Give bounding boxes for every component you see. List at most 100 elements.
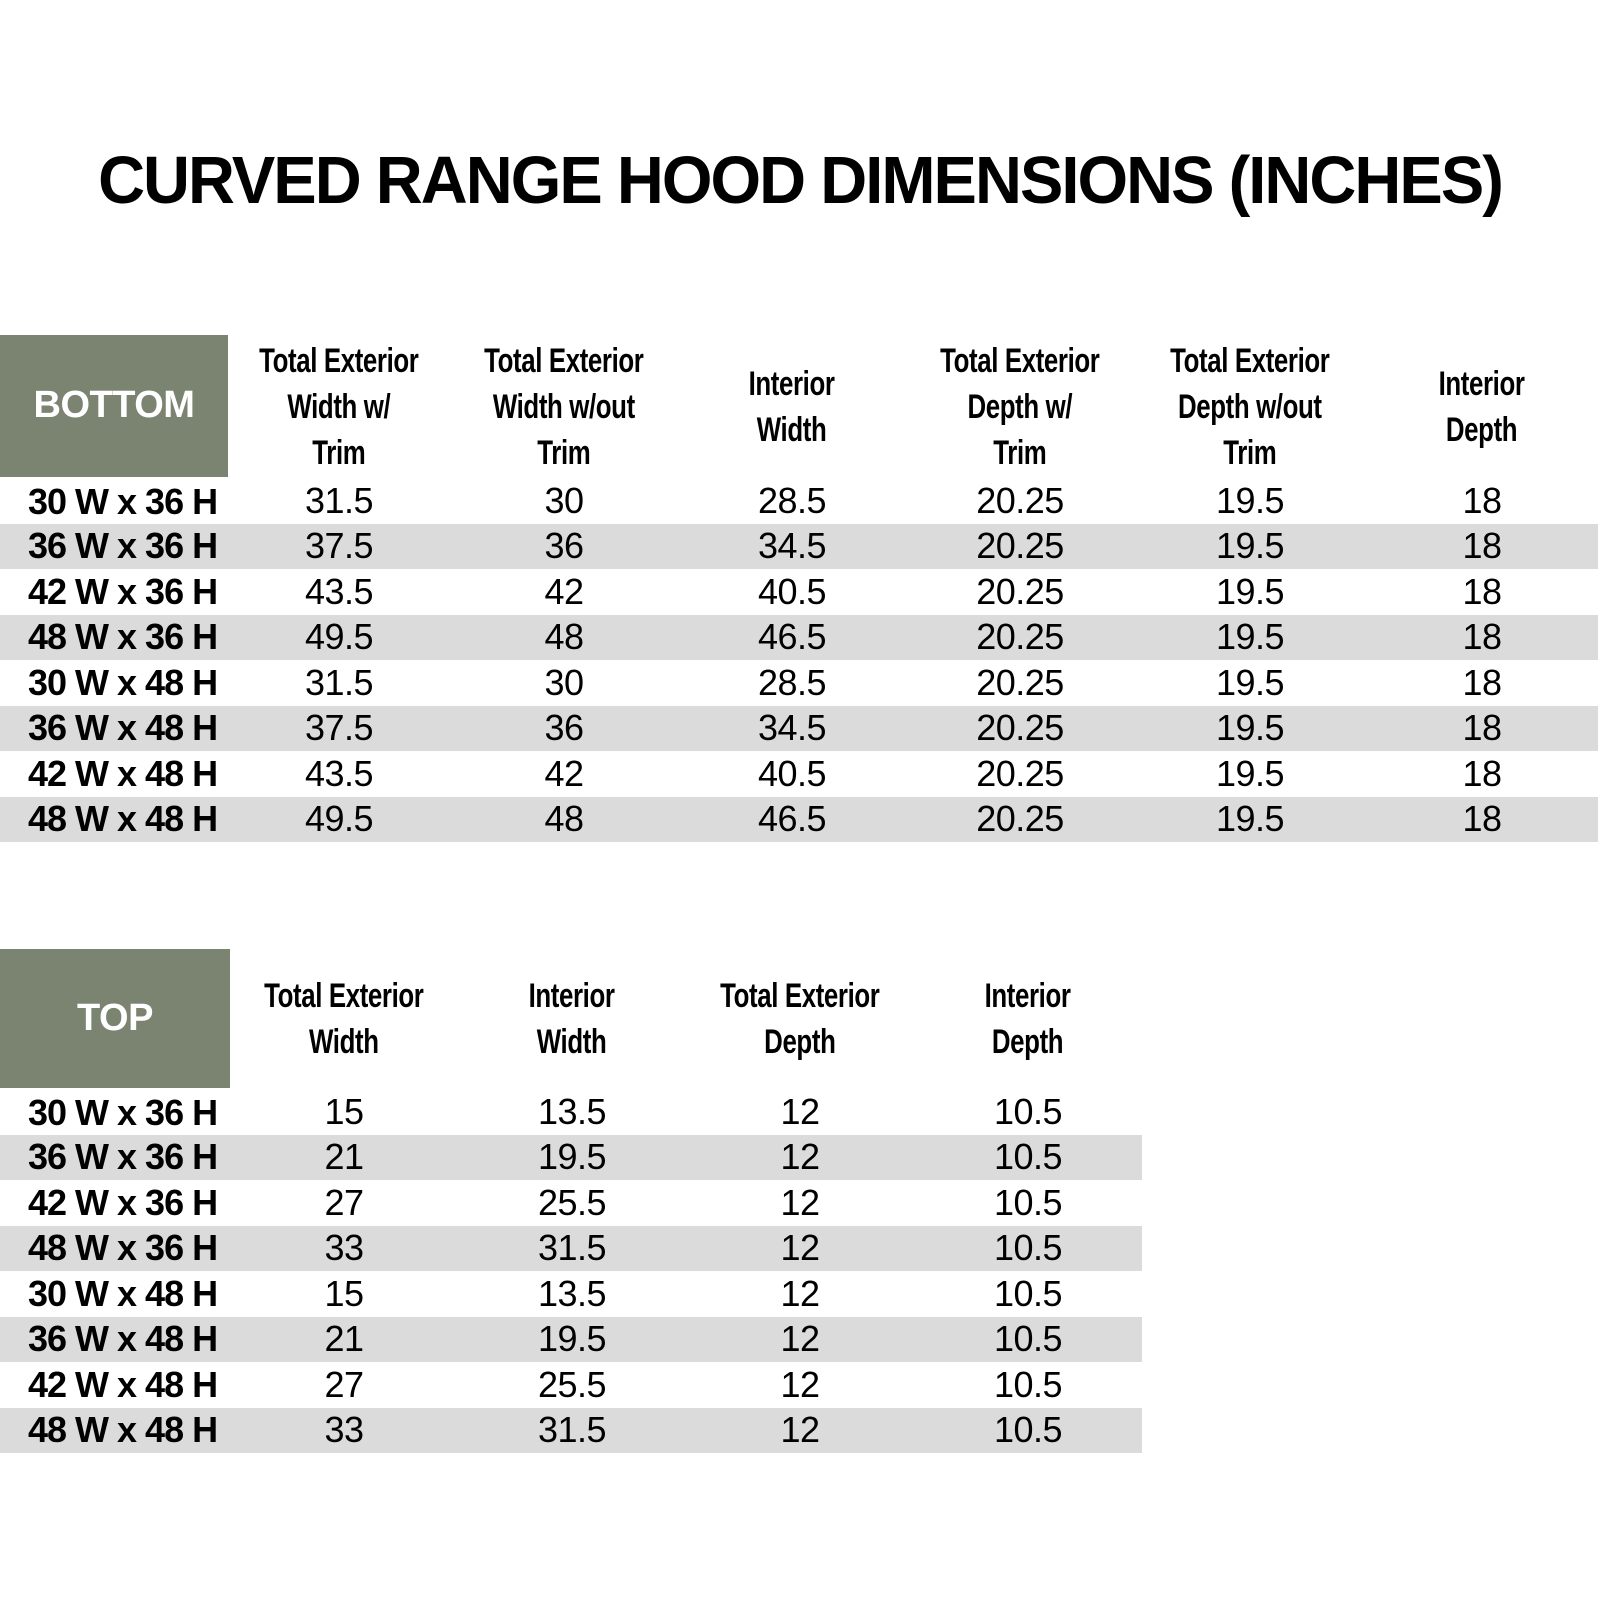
row-size-label: 48 W x 48 H	[28, 1409, 218, 1451]
dimension-value-cell: 36	[544, 707, 584, 749]
dimension-value-cell: 12	[780, 1136, 820, 1178]
column-header-text: Total Exterior Depth	[720, 977, 880, 1061]
column-header-ext-width-no-trim: Total Exterior Width w/out Trim	[450, 335, 678, 478]
dimension-value-cell: 12	[780, 1272, 820, 1314]
column-header-text: Total Exterior Depth w/out Trim	[1170, 341, 1330, 472]
column-header-interior-width: Interior Width	[678, 335, 906, 478]
dimension-value-cell: 36	[544, 525, 584, 567]
dimension-value-cell: 43.5	[304, 752, 374, 794]
dimension-value-cell: 27	[324, 1181, 364, 1223]
dimension-value-cell: 33	[324, 1227, 364, 1269]
column-header-text: Interior Depth	[985, 977, 1071, 1061]
page-title: CURVED RANGE HOOD DIMENSIONS (INCHES)	[98, 143, 1504, 218]
dimension-value-cell: 19.5	[1215, 570, 1285, 612]
dimension-value-cell: 20.25	[976, 707, 1064, 749]
dimension-value-cell: 46.5	[757, 798, 827, 840]
table-row: 42 W x 36 H 43.5 42 40.5 20.25 19.5 18	[0, 569, 1598, 615]
dimension-value-cell: 13.5	[537, 1272, 607, 1314]
dimension-value-cell: 34.5	[757, 525, 827, 567]
row-size-label: 36 W x 48 H	[28, 707, 218, 749]
column-header-text: Total Exterior Depth w/ Trim	[940, 341, 1100, 472]
dimension-value-cell: 10.5	[993, 1136, 1063, 1178]
dimension-value-cell: 12	[780, 1090, 820, 1132]
dimension-value-cell: 10.5	[993, 1363, 1063, 1405]
dimension-value-cell: 20.25	[976, 479, 1064, 521]
table-row: 30 W x 36 H 15 13.5 12 10.5	[0, 1089, 1142, 1135]
dimension-value-cell: 12	[780, 1181, 820, 1223]
dimension-value-cell: 25.5	[537, 1363, 607, 1405]
dimension-value-cell: 12	[780, 1363, 820, 1405]
table-row: 48 W x 48 H 49.5 48 46.5 20.25 19.5 18	[0, 796, 1598, 842]
dimension-value-cell: 34.5	[757, 707, 827, 749]
dimension-value-cell: 18	[1462, 752, 1502, 794]
dimension-value-cell: 37.5	[304, 525, 374, 567]
dimension-value-cell: 48	[544, 798, 584, 840]
dimension-value-cell: 40.5	[757, 570, 827, 612]
top-table-corner-label: TOP	[0, 949, 230, 1091]
column-header-ext-depth-no-trim: Total Exterior Depth w/out Trim	[1134, 335, 1366, 478]
row-size-label: 36 W x 36 H	[28, 1136, 218, 1178]
dimension-value-cell: 19.5	[1215, 616, 1285, 658]
dimension-value-cell: 19.5	[1215, 661, 1285, 703]
dimension-value-cell: 15	[324, 1090, 364, 1132]
table-row: 36 W x 36 H 21 19.5 12 10.5	[0, 1134, 1142, 1180]
dimension-value-cell: 12	[780, 1409, 820, 1451]
top-dimensions-table: TOP Total Exterior Width Interior Width …	[0, 949, 1142, 1453]
dimension-value-cell: 18	[1462, 798, 1502, 840]
dimension-value-cell: 40.5	[757, 752, 827, 794]
table-row: 48 W x 48 H 33 31.5 12 10.5	[0, 1407, 1142, 1453]
dimension-value-cell: 10.5	[993, 1227, 1063, 1269]
row-size-label: 42 W x 48 H	[28, 752, 218, 794]
dimension-value-cell: 20.25	[976, 752, 1064, 794]
dimension-value-cell: 49.5	[304, 616, 374, 658]
dimension-value-cell: 19.5	[1215, 525, 1285, 567]
column-header-text: Interior Width	[529, 977, 615, 1061]
column-header-interior-depth: Interior Depth	[1366, 335, 1598, 478]
dimension-value-cell: 42	[544, 752, 584, 794]
dimension-value-cell: 20.25	[976, 661, 1064, 703]
column-header-ext-width: Total Exterior Width	[230, 949, 458, 1089]
dimension-value-cell: 18	[1462, 479, 1502, 521]
column-header-text: Interior Depth	[1439, 364, 1525, 449]
dimension-value-cell: 37.5	[304, 707, 374, 749]
dimension-value-cell: 20.25	[976, 616, 1064, 658]
table-row: 30 W x 36 H 31.5 30 28.5 20.25 19.5 18	[0, 478, 1598, 524]
dimension-value-cell: 42	[544, 570, 584, 612]
row-size-label: 30 W x 48 H	[28, 1272, 218, 1314]
table-row: 48 W x 36 H 49.5 48 46.5 20.25 19.5 18	[0, 614, 1598, 660]
dimension-value-cell: 13.5	[537, 1090, 607, 1132]
row-size-label: 30 W x 36 H	[28, 480, 218, 522]
column-header-text: Total Exterior Width	[264, 977, 424, 1061]
dimension-value-cell: 21	[324, 1318, 364, 1360]
column-header-text: Total Exterior Width w/out Trim	[484, 341, 644, 472]
column-header-ext-width-trim: Total Exterior Width w/ Trim	[228, 335, 450, 478]
table-row: 48 W x 36 H 33 31.5 12 10.5	[0, 1225, 1142, 1271]
column-header-interior-depth: Interior Depth	[914, 949, 1142, 1089]
table-row: 36 W x 36 H 37.5 36 34.5 20.25 19.5 18	[0, 523, 1598, 569]
table-row: 42 W x 48 H 43.5 42 40.5 20.25 19.5 18	[0, 751, 1598, 797]
dimension-value-cell: 15	[324, 1272, 364, 1314]
column-header-text: Interior Width	[749, 364, 835, 449]
column-header-interior-width: Interior Width	[458, 949, 686, 1089]
row-size-label: 36 W x 36 H	[28, 525, 218, 567]
dimension-value-cell: 10.5	[993, 1181, 1063, 1223]
row-size-label: 48 W x 48 H	[28, 798, 218, 840]
dimension-value-cell: 48	[544, 616, 584, 658]
column-header-ext-depth: Total Exterior Depth	[686, 949, 914, 1089]
dimension-value-cell: 21	[324, 1136, 364, 1178]
table-row: 30 W x 48 H 15 13.5 12 10.5	[0, 1271, 1142, 1317]
dimension-value-cell: 19.5	[537, 1136, 607, 1178]
row-size-label: 30 W x 36 H	[28, 1091, 218, 1133]
dimension-value-cell: 19.5	[537, 1318, 607, 1360]
row-size-label: 42 W x 36 H	[28, 570, 218, 612]
dimension-value-cell: 46.5	[757, 616, 827, 658]
dimension-value-cell: 27	[324, 1363, 364, 1405]
dimension-value-cell: 20.25	[976, 570, 1064, 612]
bottom-table-corner-label: BOTTOM	[0, 335, 228, 480]
dimension-value-cell: 10.5	[993, 1090, 1063, 1132]
dimension-value-cell: 49.5	[304, 798, 374, 840]
dimension-value-cell: 19.5	[1215, 798, 1285, 840]
row-size-label: 42 W x 48 H	[28, 1363, 218, 1405]
column-header-text: Total Exterior Width w/ Trim	[259, 341, 419, 472]
